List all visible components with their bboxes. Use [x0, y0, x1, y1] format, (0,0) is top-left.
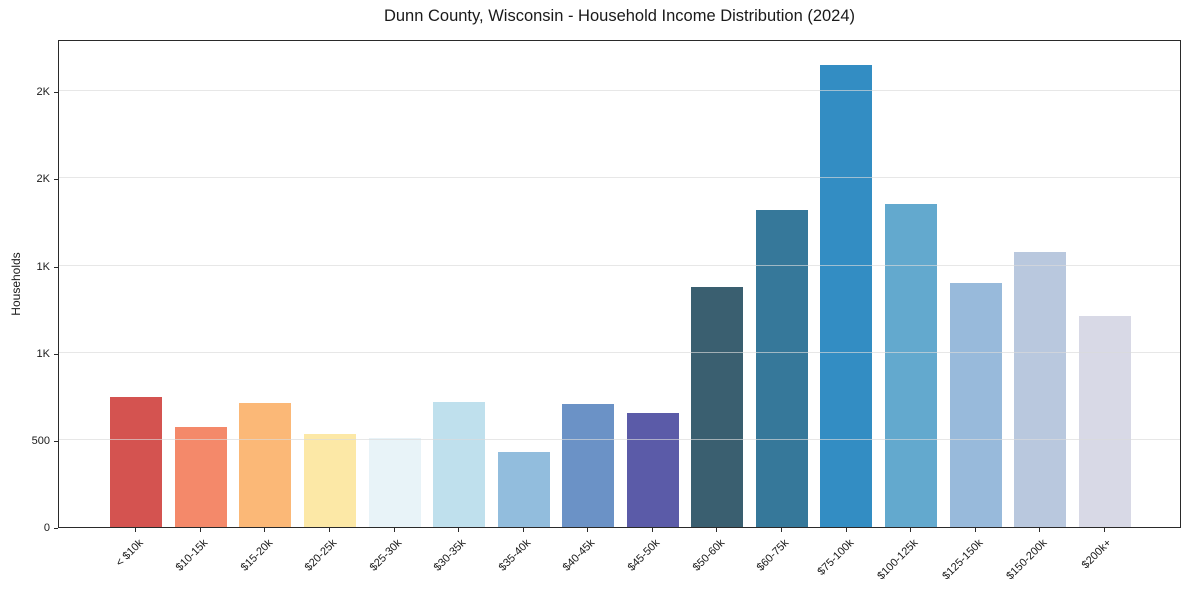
y-tick-mark	[54, 92, 58, 94]
x-tick-mark	[910, 528, 911, 532]
bar-$45-50k	[626, 412, 679, 527]
x-tick-label: $200k+	[1079, 537, 1115, 572]
x-tick-label: $150-200k	[1004, 537, 1050, 583]
y-tick-mark	[54, 179, 58, 181]
x-tick-label: $125-150k	[939, 537, 986, 583]
y-tick-mark	[54, 353, 58, 355]
y-tick-label: 2K	[36, 86, 50, 99]
x-tick-mark	[845, 528, 847, 532]
x-tick-mark	[1103, 528, 1105, 532]
bar-$100-125k	[885, 203, 938, 527]
bar-$40-45k	[562, 404, 615, 527]
x-tick-label: $45-50k	[625, 537, 663, 574]
bar-$50-60k	[691, 286, 744, 527]
x-tick-label: $15-20k	[238, 537, 275, 574]
x-tick-mark	[199, 528, 201, 532]
y-tick-mark	[54, 528, 58, 529]
y-tick-mark	[54, 266, 58, 268]
bar-$30-35k	[433, 401, 486, 527]
y-tick-label: 1K	[36, 347, 50, 360]
gridline	[59, 351, 1180, 353]
y-tick-label: 1K	[36, 260, 50, 273]
bar-$150-200k	[1014, 251, 1067, 527]
gridline	[59, 438, 1180, 440]
gridline	[59, 264, 1180, 266]
x-tick-mark	[651, 528, 653, 532]
x-tick-label: $30-35k	[431, 537, 469, 574]
x-tick-label: $75-100k	[815, 537, 856, 578]
x-tick-label: $10-15k	[173, 537, 211, 574]
chart-title: Dunn County, Wisconsin - Household Incom…	[383, 7, 856, 25]
bar-$60-75k	[755, 209, 808, 527]
bar-$35-40k	[497, 452, 550, 527]
y-tick-label: 0	[43, 522, 50, 534]
bar-$10-15k	[174, 426, 227, 527]
x-tick-mark	[329, 528, 330, 532]
x-tick-label: $40-45k	[561, 537, 598, 574]
x-tick-label: $100-125k	[875, 537, 921, 583]
y-tick-label: 2K	[36, 173, 50, 186]
bar-$200k+	[1078, 316, 1131, 527]
gridline	[59, 90, 1180, 92]
bar-< $10k	[110, 397, 163, 527]
gridline	[59, 177, 1180, 179]
x-tick-label: $60-75k	[754, 537, 792, 574]
x-tick-label: < $10k	[113, 537, 146, 570]
x-tick-mark	[780, 528, 782, 532]
x-tick-mark	[522, 528, 524, 532]
x-tick-mark	[974, 528, 976, 532]
x-tick-mark	[135, 528, 137, 532]
bar-$15-20k	[239, 403, 292, 527]
x-tick-mark	[264, 528, 266, 532]
bar-$25-30k	[368, 438, 421, 527]
x-tick-mark	[716, 528, 718, 532]
x-tick-mark	[587, 528, 589, 532]
x-tick-label: $25-30k	[367, 537, 405, 574]
bar-$75-100k	[820, 65, 873, 527]
x-tick-label: $50-60k	[690, 537, 727, 574]
x-tick-mark	[458, 528, 460, 532]
y-tick-mark	[54, 440, 58, 442]
bar-$125-150k	[949, 283, 1002, 527]
bar-$20-25k	[303, 433, 356, 527]
y-tick-label: 500	[31, 434, 50, 447]
x-tick-label: $35-40k	[496, 537, 534, 574]
x-tick-label: $20-25k	[302, 537, 340, 574]
x-tick-mark	[393, 528, 395, 532]
x-tick-mark	[1039, 528, 1041, 532]
plot-area	[58, 40, 1181, 528]
